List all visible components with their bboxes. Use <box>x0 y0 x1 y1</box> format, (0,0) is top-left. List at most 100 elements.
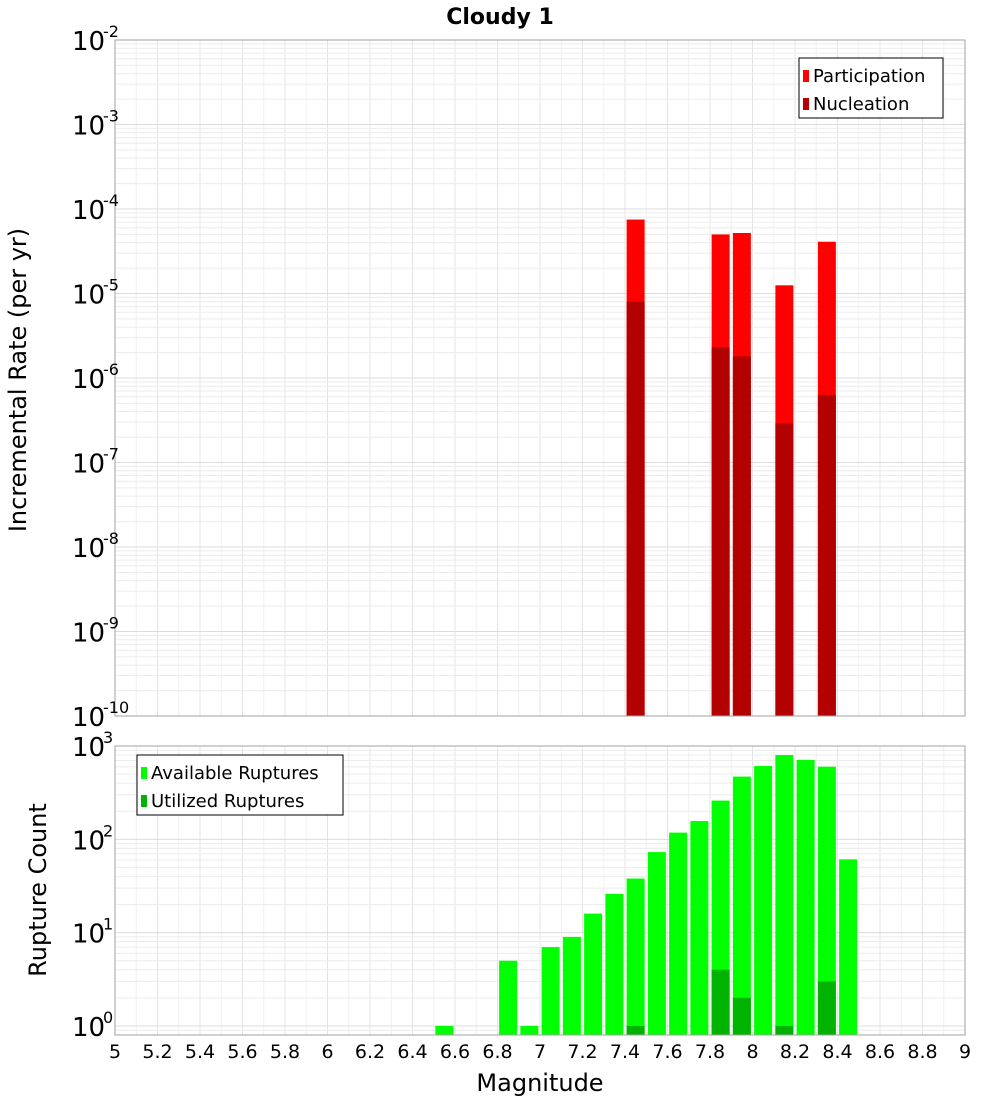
y-tick-exponent: -5 <box>103 276 119 295</box>
y-tick-exponent: -3 <box>103 107 119 126</box>
x-tick-label: 5.2 <box>142 1041 172 1063</box>
y-tick-base: 10 <box>72 450 105 480</box>
count-legend-swatch <box>141 795 147 807</box>
x-tick-label: 6.8 <box>482 1041 512 1063</box>
y-tick-base: 10 <box>72 534 105 564</box>
count-bar-available-ruptures <box>541 947 560 1035</box>
count-bar-available-ruptures <box>690 821 709 1035</box>
count-plot-frame <box>114 745 966 1036</box>
x-tick-label: 6.4 <box>397 1041 427 1063</box>
x-tick-label: 5 <box>109 1041 121 1063</box>
rate-grid <box>114 39 966 717</box>
y-tick-base: 10 <box>72 619 105 649</box>
count-bars <box>435 755 858 1035</box>
chart-title: Cloudy 1 <box>446 5 554 30</box>
x-tick-label: 7 <box>534 1041 546 1063</box>
rate-bar-nucleation <box>626 301 645 716</box>
y-tick-base: 10 <box>72 365 105 395</box>
count-bar-utilized-ruptures <box>711 969 730 1035</box>
count-legend-swatch <box>141 767 147 779</box>
count-bar-available-ruptures <box>647 852 666 1035</box>
count-y-tick-label: 100 <box>72 1008 113 1043</box>
rate-bar-nucleation <box>711 347 730 716</box>
x-tick-label: 8 <box>746 1041 758 1063</box>
x-tick-label: 7.6 <box>652 1041 682 1063</box>
count-bar-available-ruptures <box>775 755 794 1035</box>
count-bar-utilized-ruptures <box>626 1025 645 1035</box>
rate-y-tick-label: 10-4 <box>72 191 119 226</box>
x-tick-label: 8.8 <box>907 1041 937 1063</box>
x-tick-label: 6.6 <box>440 1041 470 1063</box>
count-bar-available-ruptures <box>626 878 645 1035</box>
count-legend-box <box>136 754 344 816</box>
x-tick-label: 5.4 <box>185 1041 215 1063</box>
y-tick-exponent: -4 <box>103 191 119 210</box>
x-tick-label: 8.6 <box>865 1041 895 1063</box>
rate-bar-nucleation <box>775 423 794 716</box>
x-tick-label: 8.4 <box>822 1041 852 1063</box>
count-bar-available-ruptures <box>796 759 815 1035</box>
rate-y-tick-label: 10-10 <box>72 698 129 733</box>
y-tick-exponent: -6 <box>103 360 119 379</box>
rate-y-tick-label: 10-2 <box>72 22 119 57</box>
y-tick-exponent: -7 <box>103 445 119 464</box>
rate-y-tick-label: 10-5 <box>72 276 119 311</box>
y-tick-base: 10 <box>72 112 105 142</box>
y-tick-base: 10 <box>72 281 105 311</box>
y-tick-exponent: 2 <box>103 821 113 840</box>
y-tick-base: 10 <box>72 196 105 226</box>
y-tick-exponent: -8 <box>103 529 119 548</box>
rate-bar-nucleation <box>817 394 836 716</box>
x-tick-label: 6.2 <box>355 1041 385 1063</box>
x-tick-label: 7.4 <box>610 1041 640 1063</box>
x-tick-label: 5.6 <box>227 1041 257 1063</box>
y-tick-base: 10 <box>72 27 105 57</box>
rate-y-axis-label: Incremental Rate (per yr) <box>4 228 32 532</box>
y-tick-base: 10 <box>72 733 105 763</box>
y-tick-base: 10 <box>72 920 105 950</box>
count-bar-available-ruptures <box>584 913 603 1035</box>
x-tick-label: 6 <box>321 1041 333 1063</box>
x-axis-label: Magnitude <box>476 1069 603 1097</box>
count-bar-available-ruptures <box>839 859 858 1035</box>
rate-y-tick-label: 10-6 <box>72 360 119 395</box>
count-legend-label: Available Ruptures <box>151 763 319 784</box>
y-tick-base: 10 <box>72 703 105 733</box>
rate-plot-frame <box>114 39 966 717</box>
y-tick-exponent: -2 <box>103 22 119 41</box>
x-tick-label: 5.8 <box>270 1041 300 1063</box>
count-y-tick-label: 101 <box>72 915 113 950</box>
rate-legend-label: Participation <box>813 66 925 87</box>
x-tick-label: 7.8 <box>695 1041 725 1063</box>
count-legend-label: Utilized Ruptures <box>151 791 304 812</box>
count-bar-available-ruptures <box>435 1025 454 1035</box>
rate-legend-swatch <box>803 70 809 82</box>
count-bar-available-ruptures <box>754 766 773 1035</box>
y-tick-base: 10 <box>72 826 105 856</box>
count-bar-available-ruptures <box>520 1025 539 1035</box>
x-tick-label: 9 <box>959 1041 971 1063</box>
count-bar-available-ruptures <box>562 936 581 1035</box>
x-tick-label: 8.2 <box>780 1041 810 1063</box>
count-bar-utilized-ruptures <box>775 1025 794 1035</box>
rate-bars <box>626 219 836 717</box>
count-bar-utilized-ruptures <box>817 981 836 1035</box>
y-tick-exponent: -10 <box>103 698 129 717</box>
x-tick-label: 7.2 <box>567 1041 597 1063</box>
count-bar-available-ruptures <box>605 893 624 1035</box>
count-bar-available-ruptures <box>669 832 688 1035</box>
rate-legend-label: Nucleation <box>813 94 909 115</box>
rate-legend-box <box>798 57 944 119</box>
rate-y-tick-label: 10-3 <box>72 107 119 142</box>
y-tick-exponent: 3 <box>103 728 113 747</box>
rate-legend-swatch <box>803 98 809 110</box>
count-y-tick-label: 102 <box>72 821 113 856</box>
y-tick-exponent: 1 <box>103 915 113 934</box>
count-bar-available-ruptures <box>499 960 518 1035</box>
count-bar-available-ruptures <box>732 776 751 1035</box>
rate-y-tick-label: 10-9 <box>72 614 119 649</box>
